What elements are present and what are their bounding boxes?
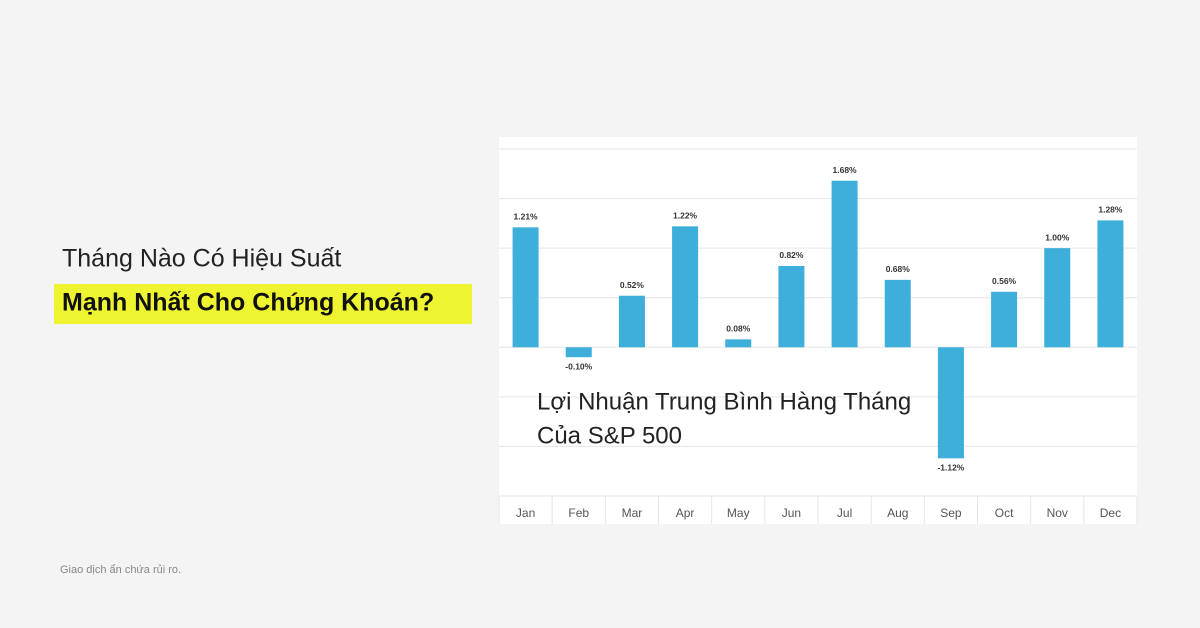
chart-title: Của S&P 500 bbox=[537, 422, 682, 449]
data-label: 1.21% bbox=[514, 212, 539, 222]
data-label: 1.00% bbox=[1045, 232, 1070, 242]
bar bbox=[672, 226, 699, 348]
x-tick-label: Dec bbox=[1100, 506, 1121, 520]
x-tick-label: Jun bbox=[782, 506, 801, 520]
bar bbox=[1044, 248, 1071, 348]
chart-panel bbox=[499, 137, 1137, 524]
data-label: 0.56% bbox=[992, 276, 1017, 286]
bar bbox=[884, 279, 911, 348]
data-label: 1.28% bbox=[1098, 205, 1123, 215]
data-label: 0.82% bbox=[779, 250, 804, 260]
data-label: -0.10% bbox=[565, 361, 592, 371]
disclaimer: Giao dịch ẩn chứa rủi ro. bbox=[60, 564, 181, 576]
x-tick-label: Nov bbox=[1047, 506, 1068, 520]
chart: Jan 1.21% Feb -0.10% Mar 0.52% Apr 1.22% May 0.08… bbox=[498, 148, 1138, 524]
bar bbox=[725, 339, 752, 348]
x-tick-label: Jan bbox=[516, 506, 535, 520]
x-tick-label: Sep bbox=[940, 506, 962, 520]
chart-title: Lợi Nhuận Trung Bình Hàng Tháng bbox=[537, 388, 911, 415]
x-tick-label: Oct bbox=[995, 506, 1014, 520]
bar bbox=[831, 180, 858, 348]
x-tick-label: Feb bbox=[568, 506, 589, 520]
x-tick-label: Jul bbox=[837, 506, 852, 520]
data-label: 0.08% bbox=[726, 324, 751, 334]
x-tick-label: May bbox=[727, 506, 750, 520]
data-label: 0.68% bbox=[886, 264, 911, 274]
x-tick-label: Aug bbox=[887, 506, 908, 520]
bar bbox=[512, 227, 539, 348]
bar bbox=[778, 265, 805, 348]
x-tick-label: Apr bbox=[676, 506, 695, 520]
bar bbox=[991, 291, 1018, 348]
headline-highlight bbox=[54, 284, 472, 324]
bar bbox=[618, 295, 645, 348]
bar bbox=[1097, 220, 1124, 348]
x-tick-label: Mar bbox=[622, 506, 643, 520]
data-label: 0.52% bbox=[620, 280, 645, 290]
headline-line1: Tháng Nào Có Hiệu Suất bbox=[62, 245, 341, 273]
bar bbox=[937, 347, 964, 459]
data-label: 1.68% bbox=[833, 165, 858, 175]
data-label: 1.22% bbox=[673, 211, 698, 221]
bar bbox=[565, 347, 592, 358]
headline-line2: Mạnh Nhất Cho Chứng Khoán? bbox=[62, 289, 434, 317]
data-label: -1.12% bbox=[937, 463, 964, 473]
